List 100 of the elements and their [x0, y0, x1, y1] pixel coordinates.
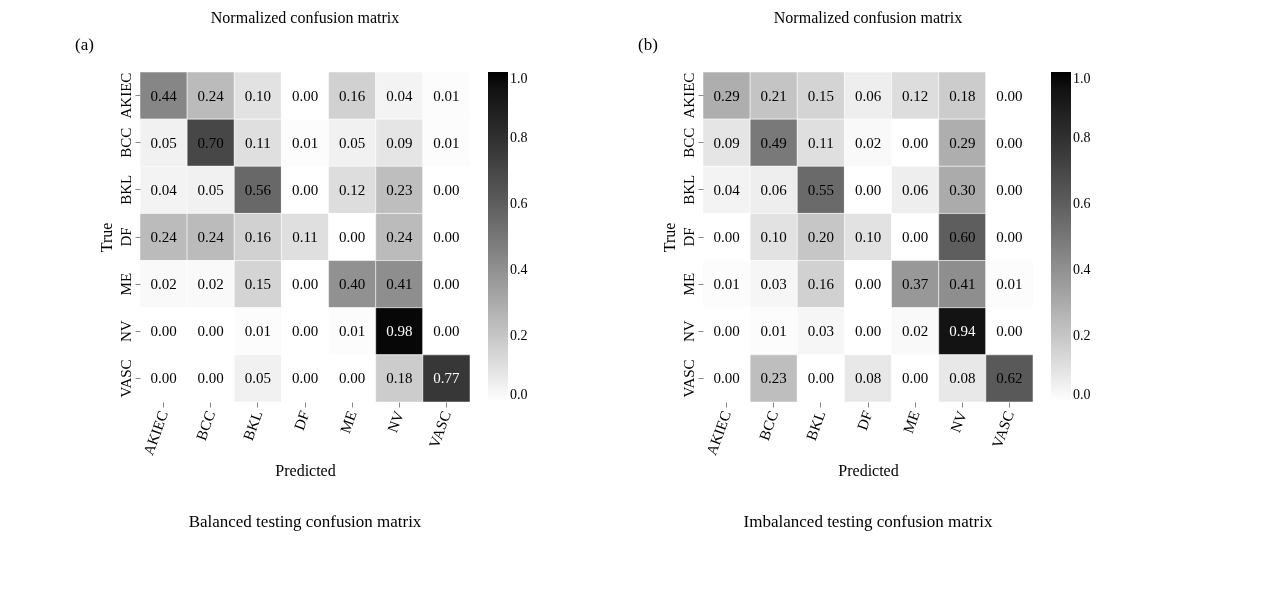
data-label: 0.24 — [150, 229, 178, 245]
y-tick-label: BCC — [117, 127, 134, 158]
data-label: 0.00 — [433, 323, 460, 340]
data-label: 0.40 — [339, 276, 366, 293]
data-label: 0.94 — [949, 323, 976, 340]
data-label: 0.05 — [244, 370, 271, 387]
chart-title: Normalized confusion matrix — [210, 9, 400, 26]
data-label: 0.10 — [244, 87, 271, 104]
y-tick-label: VASC — [117, 359, 134, 398]
data-label: 0.00 — [433, 229, 460, 245]
data-label: 0.03 — [760, 276, 787, 293]
y-tick-label: NV — [117, 320, 134, 343]
data-label: 0.00 — [996, 229, 1023, 245]
data-label: 0.02 — [197, 276, 224, 293]
data-label: 0.30 — [949, 181, 976, 198]
data-label: 0.04 — [386, 87, 413, 104]
y-tick-label: DF — [117, 227, 134, 247]
data-label: 0.00 — [807, 370, 834, 387]
data-label: 0.55 — [807, 181, 834, 198]
data-label: 0.00 — [339, 229, 366, 245]
data-label: 0.00 — [433, 276, 460, 293]
x-axis-title: Predicted — [838, 462, 899, 480]
data-label: 0.04 — [713, 181, 741, 198]
data-label: 0.11 — [292, 229, 318, 245]
data-label: 0.00 — [291, 276, 319, 293]
color-bar-label: 0.4 — [1073, 262, 1091, 277]
text: Balanced testing confusion matrix — [188, 512, 422, 531]
data-label: 0.11 — [245, 134, 271, 151]
y-tick-label: AKIEC — [117, 72, 134, 119]
data-label: 0.23 — [386, 181, 413, 198]
data-label: 0.00 — [291, 181, 319, 198]
y-tick-label: NV — [680, 320, 697, 343]
data-label: 0.00 — [854, 276, 882, 293]
data-label: 0.12 — [339, 181, 366, 198]
data-label: 0.00 — [150, 323, 177, 340]
data-label: 0.00 — [854, 181, 882, 198]
data-label: 0.09 — [386, 134, 413, 151]
data-label: 0.15 — [244, 276, 271, 293]
data-label: 0.00 — [339, 370, 366, 387]
data-label: 0.49 — [760, 134, 787, 151]
y-tick-label: AKIEC — [680, 72, 697, 119]
data-label: 0.16 — [807, 276, 835, 293]
data-label: 0.02 — [854, 134, 882, 151]
data-label: 0.00 — [996, 181, 1023, 198]
y-tick-label: VASC — [680, 359, 697, 398]
chart-title: Normalized confusion matrix — [773, 9, 963, 26]
y-tick-label: ME — [680, 272, 697, 296]
data-label: 0.21 — [760, 87, 787, 104]
y-tick-label: BKL — [680, 174, 697, 205]
x-tick-label: DF — [853, 408, 876, 433]
data-label: 0.06 — [854, 87, 882, 104]
data-label: 0.77 — [433, 370, 461, 387]
data-label: 0.02 — [902, 323, 929, 340]
x-tick-label: ME — [336, 408, 360, 436]
x-tick-label: BCC — [192, 408, 219, 443]
data-label: 0.01 — [996, 276, 1023, 293]
data-label: 0.00 — [713, 229, 740, 245]
x-tick-label: VASC — [988, 408, 1017, 451]
data-label: 0.41 — [386, 276, 413, 293]
data-label: 0.62 — [996, 370, 1023, 387]
color-bar-label: 0.6 — [510, 196, 528, 211]
data-label: 0.98 — [386, 323, 413, 340]
color-bar-label: 1.0 — [1073, 71, 1091, 86]
color-bar-label: 0.0 — [510, 387, 528, 402]
color-bar-label: 0.2 — [1073, 328, 1091, 343]
color-bar-label: 0.6 — [1073, 196, 1091, 211]
data-label: 0.08 — [854, 370, 882, 387]
x-tick-label: BKL — [240, 408, 266, 443]
data-label: 0.16 — [244, 229, 272, 245]
data-label: 0.56 — [244, 181, 272, 198]
data-label: 0.00 — [433, 181, 460, 198]
data-label: 0.18 — [386, 370, 413, 387]
data-label: 0.02 — [150, 276, 177, 293]
color-bar-label: 0.8 — [510, 130, 528, 145]
data-label: 0.00 — [996, 134, 1023, 151]
data-label: 0.01 — [433, 134, 460, 151]
data-label: 0.00 — [197, 323, 224, 340]
data-label: 0.00 — [291, 370, 319, 387]
data-label: 0.05 — [339, 134, 366, 151]
x-axis-title: Predicted — [275, 462, 336, 480]
data-label: 0.01 — [433, 87, 460, 104]
color-bar-label: 0.8 — [1073, 130, 1091, 145]
data-label: 0.15 — [807, 87, 834, 104]
text: (a) — [75, 35, 94, 54]
data-label: 0.01 — [713, 276, 740, 293]
data-label: 0.09 — [713, 134, 740, 151]
data-label: 0.05 — [197, 181, 224, 198]
data-label: 0.10 — [854, 229, 882, 245]
data-label: 0.08 — [949, 370, 976, 387]
data-label: 0.24 — [386, 229, 413, 245]
data-label: 0.01 — [244, 323, 271, 340]
data-label: 0.12 — [902, 87, 929, 104]
data-label: 0.24 — [197, 87, 225, 104]
data-label: 0.00 — [291, 87, 319, 104]
data-label: 0.00 — [902, 229, 929, 245]
data-label: 0.00 — [713, 323, 740, 340]
y-tick-label: BCC — [680, 127, 697, 158]
x-tick-label: VASC — [425, 408, 454, 451]
data-label: 0.70 — [197, 134, 224, 151]
data-label: 0.00 — [996, 87, 1023, 104]
